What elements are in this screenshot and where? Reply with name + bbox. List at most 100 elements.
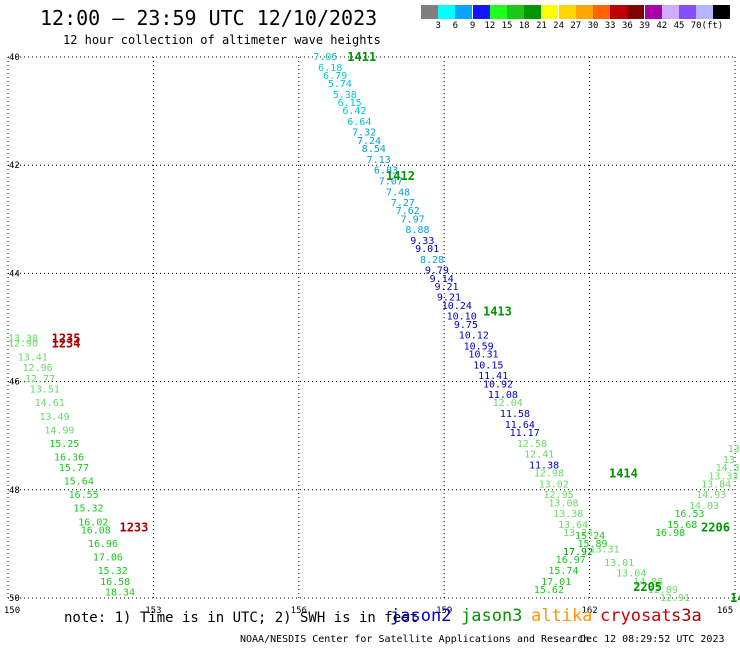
wave-height-value: 9.75 <box>454 320 478 331</box>
wave-height-value: 18.34 <box>105 588 135 599</box>
wave-height-value: 11.17 <box>510 428 540 439</box>
wave-height-value: 13.64 <box>558 520 588 531</box>
wave-height-value: 10.92 <box>483 379 513 390</box>
y-tick-label: 44 <box>9 269 20 279</box>
wave-height-value: 14.61 <box>35 398 65 409</box>
color-scale-tick: 45 <box>673 21 685 31</box>
wave-height-value: 16.53 <box>674 509 704 520</box>
color-swatch <box>455 5 473 19</box>
color-scale-tick: 70 <box>690 21 702 31</box>
wave-height-value: 17.01 <box>541 577 571 588</box>
footer-timestamp: Dec 12 08:29:52 UTC 2023 <box>580 634 725 645</box>
color-swatch <box>679 5 696 19</box>
color-scale-tick: 6 <box>452 21 459 31</box>
wave-height-value: 5.38 <box>333 90 357 101</box>
wave-height-value: 13.49 <box>40 412 70 423</box>
color-scale-tick: 3 <box>435 21 441 31</box>
x-tick-label: 162 <box>581 606 597 616</box>
wave-height-value: 13.31 <box>590 544 620 555</box>
wave-height-value: 16.36 <box>54 452 84 463</box>
wave-height-value: 7.62 <box>396 206 420 217</box>
wave-height-value: 7.05 <box>313 52 337 63</box>
color-swatch <box>472 5 490 19</box>
legend-entry-jason2: jason2 <box>390 606 452 626</box>
observations-layer: 7.056.186.795.745.386.156.426.647.327.24… <box>8 52 740 604</box>
wave-height-value: 8.54 <box>362 144 386 155</box>
wave-height-value: 10.24 <box>442 301 472 312</box>
color-swatch <box>524 5 542 19</box>
wave-height-value: 9.21 <box>437 293 461 304</box>
track-label: 1414 <box>609 467 638 481</box>
track-label: 14 <box>730 591 740 605</box>
color-scale-tick: 9 <box>469 21 476 31</box>
wave-height-value: 13.84 <box>701 479 731 490</box>
wave-height-value: 13.38 <box>8 333 38 344</box>
color-swatch <box>627 5 645 19</box>
wave-height-value: 10.10 <box>447 312 477 323</box>
wave-height-value: 6.15 <box>338 98 362 109</box>
wave-height-value: 7.32 <box>352 128 376 139</box>
wave-height-value: 16.98 <box>655 528 685 539</box>
y-tick-label: 48 <box>9 486 20 496</box>
wave-height-value: 15.24 <box>575 531 605 542</box>
wave-height-value: 10.12 <box>459 331 489 342</box>
color-scale-tick: 33 <box>604 21 616 31</box>
x-tick-label: 156 <box>291 606 307 616</box>
color-scale-tick: 15 <box>501 21 513 31</box>
wave-height-value: 16.08 <box>81 525 111 536</box>
wave-height-value: 16.02 <box>78 517 108 528</box>
track-label: 1233 <box>119 521 148 535</box>
wave-height-value: 12.89 <box>648 585 678 596</box>
wave-height-value: 6.64 <box>347 117 371 128</box>
wave-height-value: 13.01 <box>604 558 634 569</box>
wave-height-value: 11.38 <box>529 460 559 471</box>
color-swatch <box>575 5 593 19</box>
wave-height-value: 12.04 <box>493 398 523 409</box>
wave-height-value: 6.79 <box>323 71 347 82</box>
legend-entry-altika: altika <box>531 606 593 626</box>
wave-height-value: 13.02 <box>539 479 569 490</box>
color-swatch <box>438 5 456 19</box>
wave-height-value: 15.25 <box>49 439 79 450</box>
wave-height-value: 11.58 <box>500 409 530 420</box>
note-text: note: 1) Time is in UTC; 2) SWH is in fe… <box>64 610 419 626</box>
wave-height-value: 10.15 <box>473 360 503 371</box>
wave-height-value: 11.64 <box>505 420 535 431</box>
wave-height-value: 12.77 <box>25 374 55 385</box>
wave-height-value: 15.32 <box>98 566 128 577</box>
color-swatch <box>541 5 559 19</box>
wave-height-value: 16.96 <box>88 539 118 550</box>
color-scale-tick: 12 <box>484 21 496 31</box>
wave-height-value: 8.28 <box>420 255 444 266</box>
page-subtitle: 12 hour collection of altimeter wave hei… <box>63 33 381 47</box>
wave-height-value: 12.95 <box>544 490 574 501</box>
wave-height-value: 6.83 <box>374 166 398 177</box>
wave-height-value: 13.41 <box>18 352 48 363</box>
color-scale-tick: 30 <box>587 21 599 31</box>
wave-height-value: 15.89 <box>577 539 607 550</box>
color-swatch <box>661 5 679 19</box>
wave-height-value: 7.97 <box>401 214 425 225</box>
color-scale-unit: (ft) <box>701 21 724 31</box>
wave-height-value: 14.93 <box>696 490 726 501</box>
color-swatch <box>713 5 731 19</box>
color-scale-tick: 18 <box>518 21 530 31</box>
wave-height-value: 15.68 <box>667 520 697 531</box>
color-scale-tick: 21 <box>535 21 547 31</box>
x-tick-label: 159 <box>436 606 452 616</box>
wave-height-value: 12.90 <box>8 339 38 350</box>
color-swatch <box>610 5 628 19</box>
wave-height-value: 7.48 <box>386 187 410 198</box>
wave-height-value: 6.42 <box>342 106 366 117</box>
x-tick-label: 153 <box>145 606 161 616</box>
track-label: 1411 <box>347 50 376 64</box>
wave-height-value: 12.96 <box>23 363 53 374</box>
page-title: 12:00 — 23:59 UTC 12/10/2023 <box>40 6 378 30</box>
wave-height-value: 14.03 <box>689 501 719 512</box>
wave-height-value: 13.38 <box>553 509 583 520</box>
y-tick-label: 46 <box>9 378 20 388</box>
wave-height-value: 15.32 <box>73 504 103 515</box>
color-swatch <box>421 5 438 19</box>
color-scale-tick: 24 <box>553 21 565 31</box>
